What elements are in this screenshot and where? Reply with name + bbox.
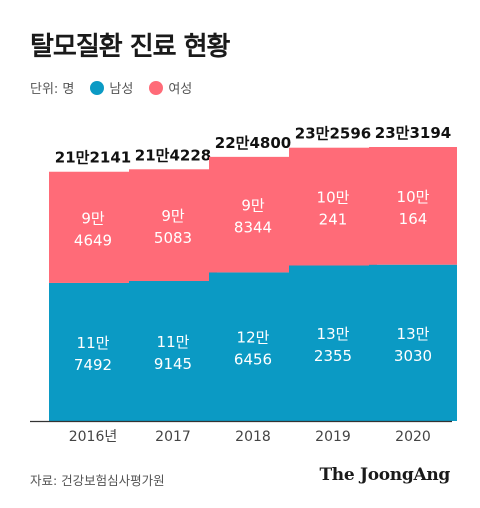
female-bar-3 — [209, 156, 297, 273]
male-value-label-4-1: 13만 — [317, 325, 350, 343]
x-tick-label-3: 2018 — [235, 429, 271, 445]
male-bar-2 — [129, 281, 217, 421]
x-tick-label-1: 2016년 — [69, 429, 118, 445]
female-bar-4 — [289, 147, 377, 266]
female-value-label-4-1: 10만 — [317, 189, 350, 207]
chart-title: 탈모질환 진료 현황 — [30, 32, 230, 62]
total-label-1: 21만2141 — [55, 149, 131, 167]
male-value-label-3-2: 6456 — [234, 351, 272, 369]
male-value-label-1-1: 11만 — [77, 334, 110, 352]
male-bar-5 — [369, 264, 457, 421]
male-bar-1 — [49, 282, 137, 421]
female-bar-5 — [369, 147, 457, 265]
female-value-label-4-2: 241 — [319, 211, 348, 229]
male-value-label-5-2: 3030 — [394, 347, 432, 365]
female-value-label-5-1: 10만 — [397, 188, 430, 206]
total-label-2: 21만4228 — [135, 146, 211, 164]
female-value-label-3-2: 8344 — [234, 219, 272, 237]
male-value-label-3-1: 12만 — [237, 329, 270, 347]
x-tick-label-4: 2019 — [315, 429, 351, 445]
x-tick-label-5: 2020 — [395, 429, 431, 445]
male-value-label-2-2: 9145 — [154, 355, 192, 373]
male-bar-3 — [209, 272, 297, 421]
male-bar-4 — [289, 265, 377, 421]
female-value-label-5-2: 164 — [399, 210, 428, 228]
legend: 단위: 명 남성 여성 — [30, 78, 208, 97]
total-label-4: 23만2596 — [295, 125, 371, 143]
legend-female-label: 여성 — [168, 82, 193, 97]
brand-logo: The JoongAng — [319, 465, 450, 485]
female-value-label-2-1: 9만 — [161, 207, 185, 225]
unit-label: 단위: 명 — [30, 82, 75, 97]
female-bar-1 — [49, 171, 137, 283]
legend-female-swatch — [149, 80, 164, 95]
female-value-label-2-2: 5083 — [154, 229, 192, 247]
female-value-label-1-2: 4649 — [74, 231, 112, 249]
female-value-label-1-1: 9만 — [81, 209, 105, 227]
female-value-label-3-1: 9만 — [241, 197, 265, 215]
male-value-label-1-2: 7492 — [74, 356, 112, 374]
male-value-label-2-1: 11만 — [157, 333, 190, 351]
x-tick-label-2: 2017 — [155, 429, 191, 445]
source-note: 자료: 건강보험심사평가원 — [30, 473, 165, 488]
legend-male-swatch — [90, 80, 105, 95]
total-label-5: 23만3194 — [375, 124, 451, 142]
male-value-label-4-2: 2355 — [314, 347, 352, 365]
total-label-3: 22만4800 — [215, 134, 291, 152]
male-value-label-5-1: 13만 — [397, 325, 430, 343]
female-bar-2 — [129, 169, 217, 282]
legend-male-label: 남성 — [109, 82, 134, 97]
